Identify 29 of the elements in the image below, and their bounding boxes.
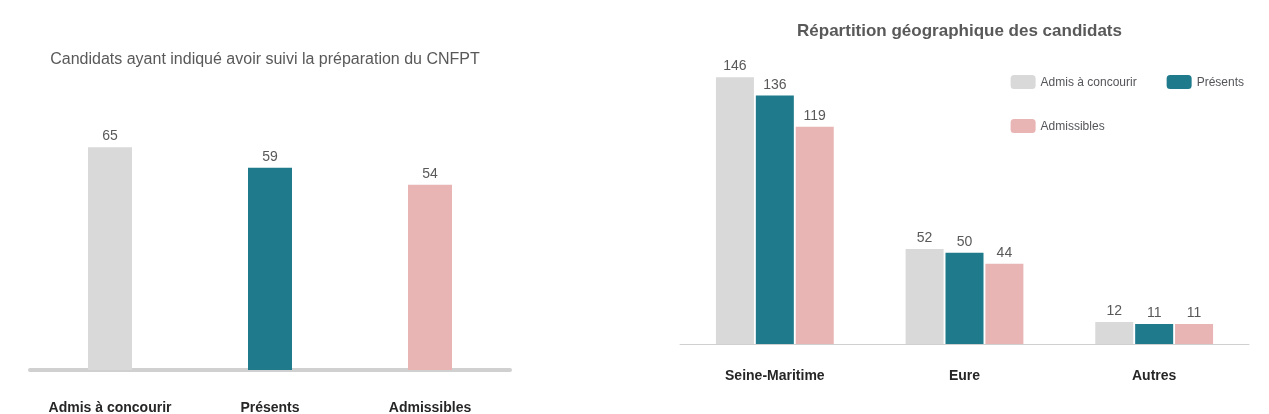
- data-label: 50: [956, 232, 973, 249]
- x-tick-label: Présents: [240, 399, 300, 414]
- bar: [1175, 323, 1214, 344]
- data-label: 54: [422, 164, 438, 181]
- data-label: 65: [102, 127, 118, 144]
- x-tick-label: Admis à concourir: [48, 399, 173, 414]
- bar: [1135, 323, 1174, 344]
- data-label: 11: [1186, 303, 1202, 320]
- x-tick-label: Admissibles: [388, 399, 472, 414]
- legend-label: Admissibles: [1040, 119, 1105, 133]
- data-label: 59: [262, 147, 278, 164]
- x-tick-label: Eure: [948, 367, 981, 383]
- bar: [945, 252, 984, 344]
- legend-label: Présents: [1196, 75, 1244, 89]
- legend-label: Admis à concourir: [1040, 75, 1137, 89]
- data-label: 12: [1106, 302, 1123, 319]
- bar: [985, 263, 1024, 344]
- data-label: 52: [916, 229, 933, 246]
- data-label: 11: [1146, 303, 1162, 320]
- data-label: 136: [763, 75, 787, 92]
- data-label: 44: [996, 243, 1013, 260]
- chart-title: Répartition géographique des candidats: [797, 20, 1122, 40]
- x-tick-label: Autres: [1131, 367, 1177, 383]
- data-label: 119: [803, 106, 827, 123]
- bar: [755, 95, 794, 344]
- data-label: 146: [723, 57, 747, 74]
- chart-title: Candidats ayant indiqué avoir suivi la préparation du CNFPT: [50, 49, 481, 67]
- x-tick-label: Seine-Maritime: [725, 367, 825, 383]
- bar: [795, 126, 834, 344]
